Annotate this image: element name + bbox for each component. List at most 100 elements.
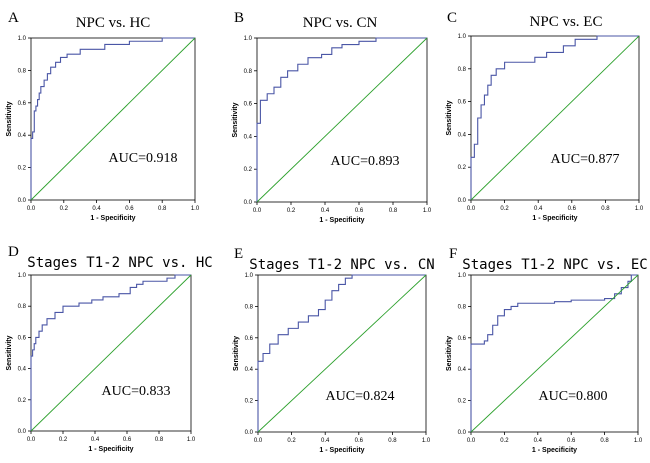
roc-panel-f: F Stages T1-2 NPC vs. EC 0.0 0.2 0.4 0.6 0.8 1.… [446, 246, 648, 454]
roc-panel-a: A NPC vs. HC 0.0 0.2 0.4 0.6 0.8 1.0 0.0 0.2 0.4 0.… [6, 10, 200, 222]
x-tick-label: 1.0 [191, 206, 200, 212]
roc-curve [30, 274, 191, 431]
reference-line [30, 274, 192, 432]
plot-frame [30, 37, 196, 201]
x-axis-label: 1 - Specificity [319, 217, 364, 224]
y-tick-label: 1.0 [18, 273, 27, 279]
y-tick-label: 0.0 [245, 430, 254, 436]
y-tick-label: 0.4 [18, 133, 27, 139]
y-tick-label: 1.0 [18, 36, 27, 42]
x-axis-label: 1 - Specificity [90, 215, 135, 222]
y-tick-label: 1.0 [244, 36, 253, 42]
y-tick-label: 0.8 [18, 304, 27, 310]
y-tick-label: 0.6 [244, 102, 253, 108]
x-tick-label: 0.4 [91, 437, 100, 443]
y-tick-label: 0.4 [458, 367, 467, 373]
x-axis-label: 1 - Specificity [319, 447, 364, 454]
y-tick-label: 0.0 [18, 198, 27, 204]
roc-curve [470, 274, 638, 432]
auc-annotation: AUC=0.833 [102, 384, 171, 399]
panel-letter: F [449, 246, 457, 262]
y-axis-label: Sensitivity [6, 101, 13, 136]
y-tick-label: 1.0 [458, 34, 467, 40]
y-tick-label: 0.2 [244, 167, 253, 173]
x-tick-label: 0.8 [600, 438, 609, 444]
y-tick-label: 0.0 [458, 430, 467, 436]
y-tick-label: 0.2 [18, 398, 27, 404]
reference-line [470, 35, 640, 201]
plot-frame [30, 274, 192, 432]
auc-annotation: AUC=0.918 [109, 151, 178, 166]
y-tick-label: 0.8 [18, 68, 27, 74]
x-tick-label: 0.2 [287, 208, 296, 214]
x-tick-label: 1.0 [423, 208, 432, 214]
y-tick-label: 0.0 [18, 429, 27, 435]
y-tick-label: 1.0 [245, 273, 254, 279]
x-tick-label: 0.4 [534, 438, 543, 444]
x-tick-label: 0.2 [60, 206, 69, 212]
x-tick-label: 0.8 [155, 437, 164, 443]
y-tick-label: 0.4 [244, 134, 253, 140]
x-tick-label: 0.4 [534, 206, 543, 212]
chart-title: NPC vs. HC [76, 15, 151, 31]
x-tick-label: 0.2 [59, 437, 68, 443]
chart-title: Stages T1-2 NPC vs. HC [27, 255, 212, 271]
auc-annotation: AUC=0.877 [551, 152, 620, 167]
panel-letter: A [8, 10, 19, 26]
roc-curve [257, 274, 426, 432]
x-tick-label: 0.4 [92, 206, 101, 212]
plot-frame [256, 37, 428, 203]
x-tick-label: 0.8 [388, 438, 397, 444]
auc-annotation: AUC=0.824 [326, 389, 395, 404]
x-tick-label: 0.6 [568, 206, 577, 212]
x-tick-label: 0.4 [321, 438, 330, 444]
x-tick-label: 0.6 [355, 438, 364, 444]
x-tick-label: 0.0 [253, 208, 262, 214]
roc-panel-e: E Stages T1-2 NPC vs. CN 0.0 0.2 0.4 0.6 0.8 1.… [233, 246, 435, 454]
y-tick-label: 0.8 [244, 69, 253, 75]
y-tick-label: 1.0 [458, 273, 467, 279]
x-tick-label: 0.0 [27, 206, 36, 212]
x-tick-label: 1.0 [187, 437, 196, 443]
y-tick-label: 0.8 [458, 67, 467, 73]
reference-line [470, 274, 639, 433]
y-tick-label: 0.6 [458, 100, 467, 106]
roc-panel-c: C NPC vs. EC 0.0 0.2 0.4 0.6 0.8 1.0 0.0 0.2 0.4 0.… [446, 10, 644, 222]
x-tick-label: 0.6 [567, 438, 576, 444]
x-tick-label: 0.6 [355, 208, 364, 214]
x-tick-label: 0.2 [500, 438, 509, 444]
x-tick-label: 0.2 [287, 438, 296, 444]
y-tick-label: 0.6 [18, 101, 27, 107]
y-tick-label: 0.6 [18, 335, 27, 341]
x-tick-label: 0.8 [389, 208, 398, 214]
reference-line [30, 37, 196, 201]
panel-letter: C [447, 10, 457, 26]
roc-panel-b: B NPC vs. CN 0.0 0.2 0.4 0.6 0.8 1.0 0.0 0.2 0.4 0.… [232, 10, 432, 224]
x-axis-label: 1 - Specificity [532, 215, 577, 222]
y-tick-label: 0.6 [245, 336, 254, 342]
x-tick-label: 0.4 [321, 208, 330, 214]
roc-curve [256, 37, 427, 202]
chart-title: Stages T1-2 NPC vs. CN [249, 257, 434, 273]
y-tick-label: 0.2 [18, 166, 27, 172]
x-tick-label: 0.0 [27, 437, 36, 443]
y-tick-label: 0.0 [458, 198, 467, 204]
plot-frame [470, 35, 640, 201]
x-tick-label: 0.2 [500, 206, 509, 212]
x-tick-label: 0.0 [467, 438, 476, 444]
x-axis-label: 1 - Specificity [532, 447, 577, 454]
x-tick-label: 1.0 [422, 438, 431, 444]
x-tick-label: 0.6 [123, 437, 132, 443]
chart-title: Stages T1-2 NPC vs. EC [462, 257, 647, 273]
auc-annotation: AUC=0.800 [539, 389, 608, 404]
x-tick-label: 1.0 [635, 206, 644, 212]
y-tick-label: 0.2 [458, 399, 467, 405]
roc-curve [470, 35, 639, 200]
panel-letter: D [8, 244, 19, 260]
reference-line [257, 274, 427, 433]
x-tick-label: 0.0 [254, 438, 263, 444]
y-axis-label: Sensitivity [233, 336, 240, 371]
y-tick-label: 0.6 [458, 336, 467, 342]
y-tick-label: 0.4 [458, 132, 467, 138]
